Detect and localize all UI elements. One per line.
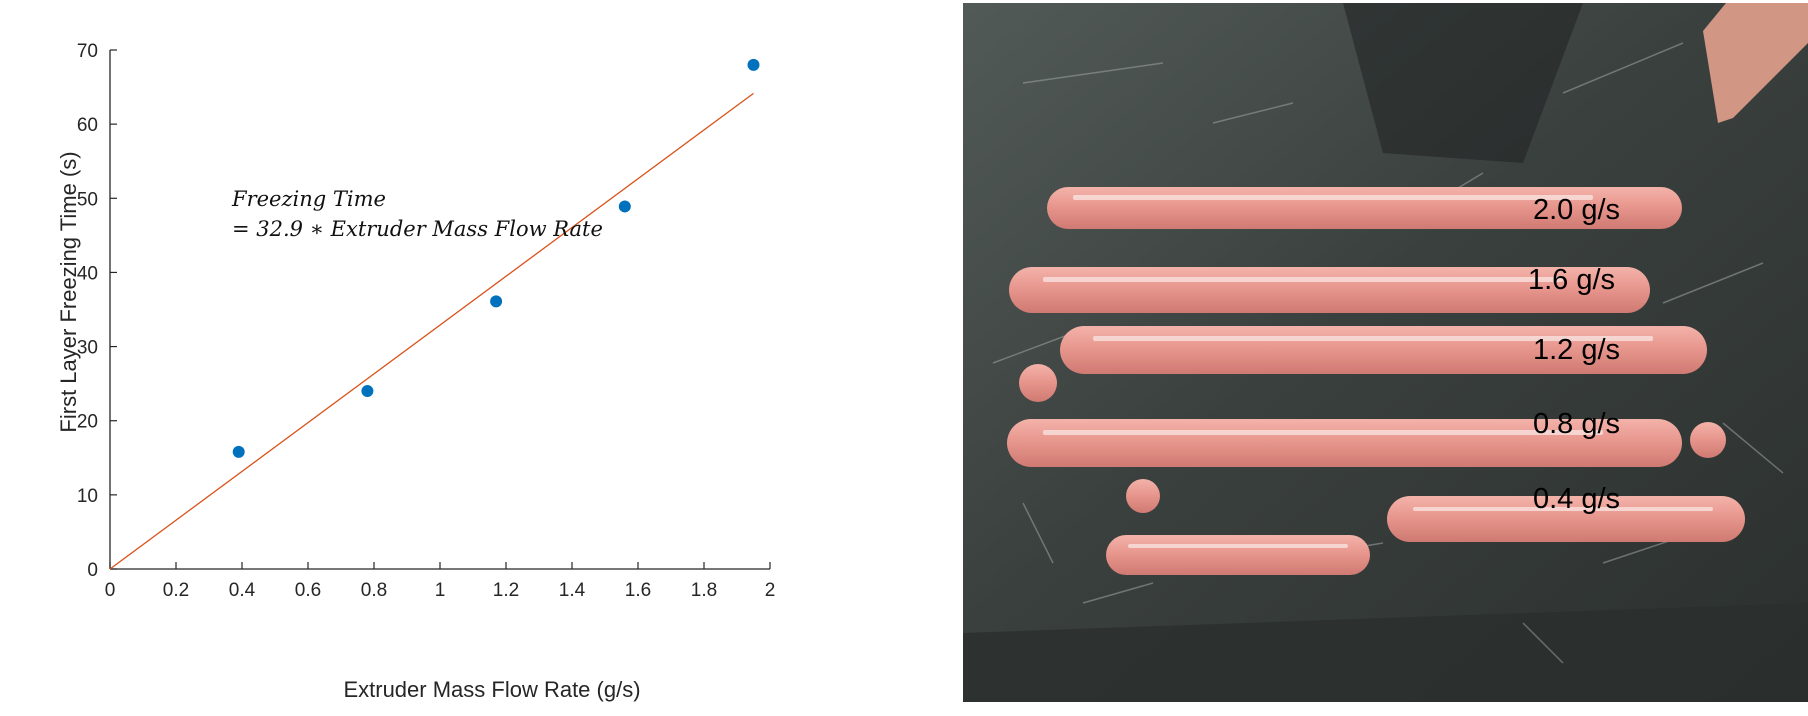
strand-label-2-0: 2.0 g/s [1533,194,1620,226]
strand-0-8-drip [1126,479,1160,513]
x-tick-label: 1.2 [493,580,519,601]
data-point [490,295,503,308]
strand-label-1-2: 1.2 g/s [1533,334,1620,366]
y-tick-label: 40 [77,263,98,284]
data-points [232,58,760,458]
y-tick-label: 60 [77,115,98,136]
strand-label-0-8: 0.8 g/s [1533,408,1620,440]
tray-shadow [1343,3,1583,163]
chart-svg: 0 0.2 0.4 0.6 0.8 1 1.2 1.4 1.6 1.8 2 0 10 20 30 40 50 6… [56,41,776,702]
strand-0-8-droplet [1690,422,1726,458]
fit-line [109,92,754,570]
strand-label-0-4: 0.4 g/s [1533,483,1620,515]
data-point [361,385,374,398]
x-tick-label: 0.4 [229,580,256,601]
x-tick-label: 1.8 [691,580,717,601]
equation-line-2: = 32.9 ∗ Extruder Mass Flow Rate [232,217,603,241]
x-tick-label: 2 [765,580,776,601]
x-tick-labels: 0 0.2 0.4 0.6 0.8 1 1.2 1.4 1.6 1.8 2 [105,562,776,601]
x-tick-label: 1.4 [559,580,586,601]
x-axis-title: Extruder Mass Flow Rate (g/s) [343,677,640,702]
x-tick-label: 0.8 [361,580,387,601]
strand-label-1-6: 1.6 g/s [1528,264,1615,296]
x-tick-label: 0.2 [163,580,189,601]
tray-edge [963,603,1808,702]
extrusion-photo: 2.0 g/s 1.6 g/s 1.2 g/s 0.8 g/s 0.4 g/s [963,3,1808,702]
x-tick-label: 0 [105,580,116,601]
data-point [618,200,631,213]
freezing-time-chart: 0 0.2 0.4 0.6 0.8 1 1.2 1.4 1.6 1.8 2 0 10 20 30 40 50 6… [56,41,776,702]
axes [109,50,770,570]
x-tick-label: 0.6 [295,580,321,601]
strand-0-4-left [1106,535,1370,575]
fit-line-group [109,92,754,570]
y-tick-label: 70 [77,41,98,62]
y-tick-label: 50 [77,189,98,210]
strand-highlights [1043,195,1713,548]
y-tick-labels: 0 10 20 30 40 50 60 70 [77,41,117,581]
photo-svg: 2.0 g/s 1.6 g/s 1.2 g/s 0.8 g/s 0.4 g/s [963,3,1808,702]
y-tick-label: 10 [77,486,98,507]
strand-1-2-droplet [1019,364,1057,402]
y-tick-label: 0 [87,560,98,581]
equation-line-1: Freezing Time [231,187,386,211]
x-tick-label: 1 [435,580,446,601]
x-tick-label: 1.6 [625,580,651,601]
data-point [232,445,245,458]
y-tick-label: 30 [77,338,98,359]
nozzle-tip [1703,3,1808,123]
y-axis-title: First Layer Freezing Time (s) [56,151,81,432]
y-tick-label: 20 [77,412,98,433]
data-point [747,58,760,71]
